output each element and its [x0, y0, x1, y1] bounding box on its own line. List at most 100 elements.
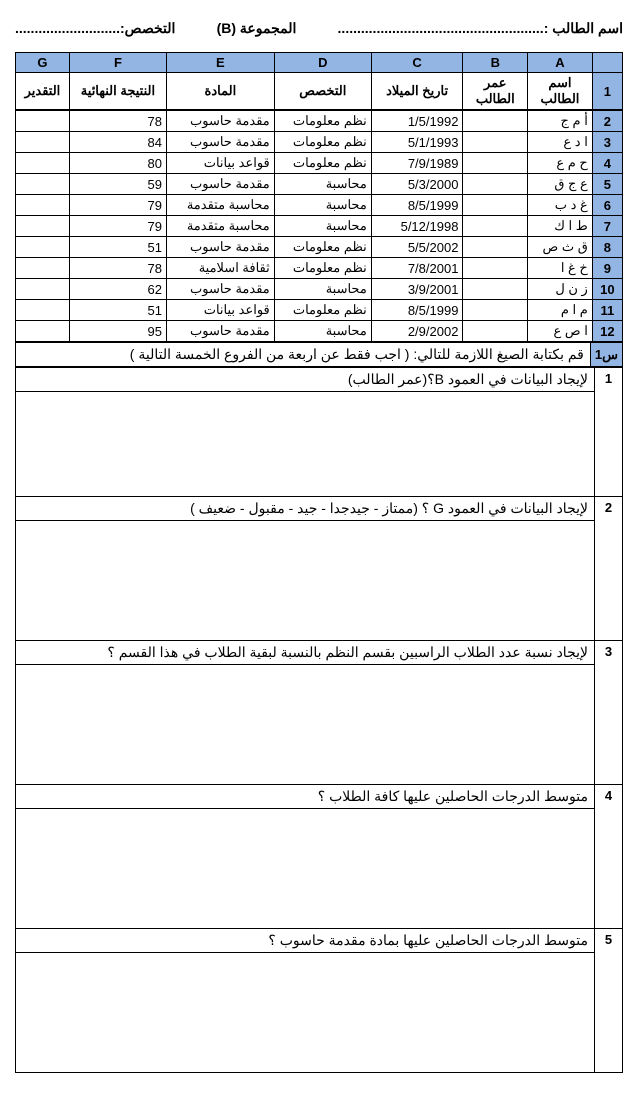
cell-name: خ غ ا: [528, 258, 593, 279]
cell-dob: 3/9/2001: [371, 279, 463, 300]
answer-cell: [16, 521, 595, 641]
cell-subject: محاسبة متقدمة: [166, 195, 274, 216]
row-num: 1: [592, 73, 622, 110]
table-row: 2أ م ج1/5/1992نظم معلوماتمقدمة حاسوب78: [16, 111, 623, 132]
cell-spec: محاسبة: [274, 279, 371, 300]
sub-g: التقدير: [16, 73, 70, 110]
cell-dob: 1/5/1992: [371, 111, 463, 132]
row-num: 4: [592, 153, 622, 174]
cell-spec: محاسبة: [274, 195, 371, 216]
cell-score: 62: [69, 279, 166, 300]
cell-age: [463, 279, 528, 300]
sub-b: عمر الطالب: [463, 73, 528, 110]
cell-score: 59: [69, 174, 166, 195]
row-num: 3: [592, 132, 622, 153]
cell-subject: ثقافة اسلامية: [166, 258, 274, 279]
column-letter-row: A B C D E F G: [16, 53, 623, 73]
data-table: A B C D E F G 1 اسم الطالب عمر الطالب تا…: [15, 52, 623, 110]
row-num: 6: [592, 195, 622, 216]
cell-subject: محاسبة متقدمة: [166, 216, 274, 237]
cell-subject: مقدمة حاسوب: [166, 321, 274, 342]
cell-spec: محاسبة: [274, 174, 371, 195]
questions-header-row: س1 قم بكتابة الصيغ اللازمة للتالي: ( اجب…: [16, 343, 623, 367]
sub-d: التخصص: [274, 73, 371, 110]
answer-cell: [16, 665, 595, 785]
cell-score: 79: [69, 195, 166, 216]
cell-dob: 8/5/1999: [371, 300, 463, 321]
cell-grade: [16, 258, 70, 279]
cell-name: ا د ع: [528, 132, 593, 153]
cell-spec: نظم معلومات: [274, 258, 371, 279]
subheader-row: 1 اسم الطالب عمر الطالب تاريخ الميلاد ال…: [16, 73, 623, 110]
cell-name: غ د ب: [528, 195, 593, 216]
cell-dob: 5/5/2002: [371, 237, 463, 258]
answer-space: [16, 392, 623, 497]
cell-score: 95: [69, 321, 166, 342]
sub-f: النتيجة النهائية: [69, 73, 166, 110]
cell-dob: 2/9/2002: [371, 321, 463, 342]
question-text: متوسط الدرجات الحاصلين عليها كافة الطلاب…: [16, 785, 595, 809]
answer-cell: [16, 809, 595, 929]
answer-space: [16, 953, 623, 1073]
cell-age: [463, 237, 528, 258]
question-row: 3لإيجاد نسبة عدد الطلاب الراسبين بقسم ال…: [16, 641, 623, 665]
table-row: 9خ غ ا7/8/2001نظم معلوماتثقافة اسلامية78: [16, 258, 623, 279]
q-section-text: قم بكتابة الصيغ اللازمة للتالي: ( اجب فق…: [16, 343, 591, 367]
answer-space: [16, 809, 623, 929]
table-row: 7ط ا ك5/12/1998محاسبةمحاسبة متقدمة79: [16, 216, 623, 237]
cell-age: [463, 195, 528, 216]
answer-cell: [16, 953, 595, 1073]
data-body: 2أ م ج1/5/1992نظم معلوماتمقدمة حاسوب783ا…: [15, 110, 623, 342]
question-row: 2لإيجاد البيانات في العمود G ؟ (ممتاز - …: [16, 497, 623, 521]
cell-dob: 5/1/1993: [371, 132, 463, 153]
cell-subject: قواعد بيانات: [166, 153, 274, 174]
cell-subject: قواعد بيانات: [166, 300, 274, 321]
cell-name: ق ث ص: [528, 237, 593, 258]
question-row: 5متوسط الدرجات الحاصلين عليها بمادة مقدم…: [16, 929, 623, 953]
cell-grade: [16, 153, 70, 174]
row-num: 10: [592, 279, 622, 300]
row-num: 2: [592, 111, 622, 132]
table-row: 6غ د ب8/5/1999محاسبةمحاسبة متقدمة79: [16, 195, 623, 216]
cell-name: أ م ج: [528, 111, 593, 132]
cell-name: م ا م: [528, 300, 593, 321]
cell-grade: [16, 111, 70, 132]
cell-grade: [16, 321, 70, 342]
cell-dob: 7/8/2001: [371, 258, 463, 279]
col-a: A: [528, 53, 593, 73]
cell-subject: مقدمة حاسوب: [166, 174, 274, 195]
cell-grade: [16, 195, 70, 216]
table-row: 4ح م ع7/9/1989نظم معلوماتقواعد بيانات80: [16, 153, 623, 174]
cell-grade: [16, 174, 70, 195]
question-row: 4متوسط الدرجات الحاصلين عليها كافة الطلا…: [16, 785, 623, 809]
cell-spec: نظم معلومات: [274, 132, 371, 153]
cell-score: 79: [69, 216, 166, 237]
table-row: 3ا د ع5/1/1993نظم معلوماتمقدمة حاسوب84: [16, 132, 623, 153]
cell-spec: نظم معلومات: [274, 300, 371, 321]
cell-subject: مقدمة حاسوب: [166, 237, 274, 258]
cell-dob: 5/3/2000: [371, 174, 463, 195]
page-header: اسم الطالب :............................…: [15, 20, 623, 37]
questions-body: 1لإيجاد البيانات في العمود B؟(عمر الطالب…: [15, 367, 623, 1073]
cell-score: 80: [69, 153, 166, 174]
row-num: 5: [592, 174, 622, 195]
question-number: 2: [595, 497, 623, 641]
answer-space: [16, 665, 623, 785]
cell-grade: [16, 132, 70, 153]
cell-age: [463, 300, 528, 321]
cell-subject: مقدمة حاسوب: [166, 132, 274, 153]
table-row: 10ز ن ل3/9/2001محاسبةمقدمة حاسوب62: [16, 279, 623, 300]
answer-space: [16, 521, 623, 641]
group-label: المجموعة (B): [217, 20, 297, 37]
col-d: D: [274, 53, 371, 73]
cell-score: 51: [69, 237, 166, 258]
spec-label: التخصص:...........................: [15, 20, 175, 37]
table-row: 12ا ص ع2/9/2002محاسبةمقدمة حاسوب95: [16, 321, 623, 342]
cell-age: [463, 174, 528, 195]
cell-grade: [16, 279, 70, 300]
table-row: 8ق ث ص5/5/2002نظم معلوماتمقدمة حاسوب51: [16, 237, 623, 258]
cell-spec: نظم معلومات: [274, 111, 371, 132]
sub-a: اسم الطالب: [528, 73, 593, 110]
cell-age: [463, 132, 528, 153]
question-text: متوسط الدرجات الحاصلين عليها بمادة مقدمة…: [16, 929, 595, 953]
